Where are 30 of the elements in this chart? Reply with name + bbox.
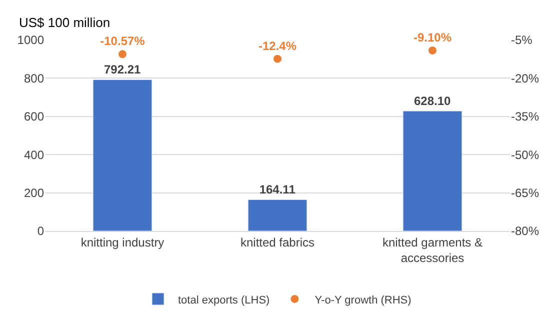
- y2-tick-label: -35%: [511, 110, 540, 124]
- x-tick-label: knitted fabrics: [240, 235, 315, 250]
- point: [118, 50, 126, 58]
- data-label: 628.10: [414, 94, 452, 108]
- y2-tick-label: -5%: [511, 33, 533, 48]
- legend-label: total exports (LHS): [178, 294, 270, 306]
- y-tick-label: 800: [24, 71, 44, 86]
- y-tick-label: 400: [24, 148, 44, 162]
- data-label: -9.10%: [413, 30, 452, 44]
- x-tick-label: knitting industry: [80, 235, 164, 250]
- point: [274, 54, 282, 63]
- y2-tick-label: -20%: [511, 71, 540, 86]
- bar: [92, 79, 152, 231]
- y-tick-label: 0: [37, 224, 44, 238]
- data-label: -12.4%: [258, 38, 297, 53]
- y-tick-label: 1000: [17, 33, 44, 48]
- y2-tick-label: -65%: [511, 186, 540, 200]
- data-label: 792.21: [104, 62, 142, 77]
- y-tick-label: 600: [24, 110, 44, 124]
- y2-tick-label: -50%: [511, 148, 540, 162]
- y-axis-title: US$ 100 million: [19, 15, 110, 30]
- data-label: 164.11: [259, 182, 296, 197]
- bar: [402, 110, 462, 231]
- legend-label: Y-o-Y growth (RHS): [314, 294, 412, 306]
- bar: [248, 199, 308, 231]
- point: [428, 46, 436, 54]
- y-tick-label: 200: [24, 186, 44, 200]
- x-tick-label: knitted garments & accessories: [382, 235, 483, 265]
- y2-tick-label: -80%: [511, 224, 540, 238]
- data-label: -10.57%: [100, 34, 146, 48]
